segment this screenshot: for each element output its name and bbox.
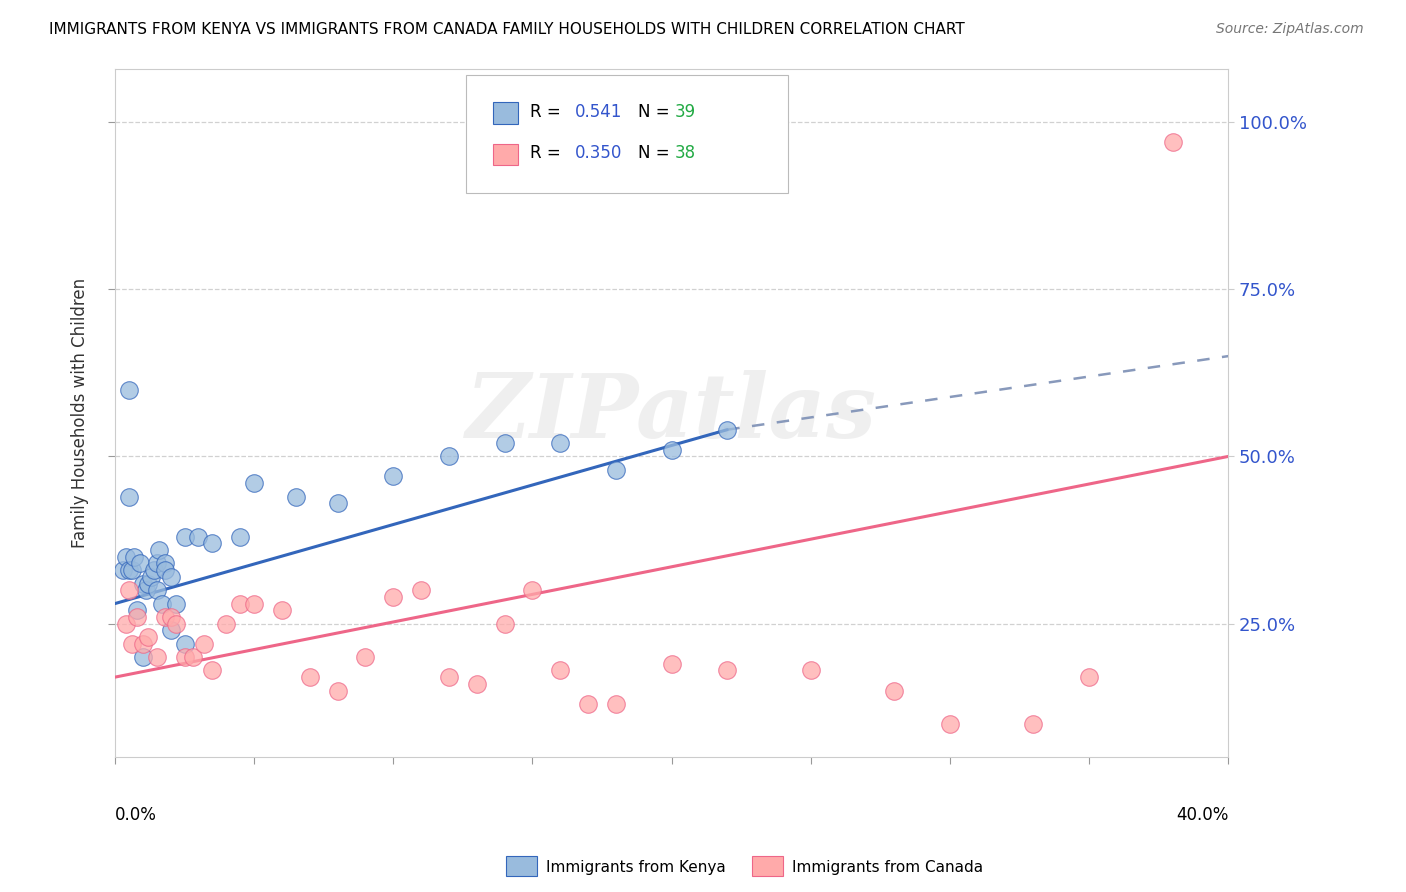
Point xyxy=(382,590,405,604)
Point xyxy=(153,563,176,577)
Point xyxy=(605,697,627,711)
Point xyxy=(187,530,209,544)
Point xyxy=(159,610,181,624)
Point xyxy=(159,624,181,638)
Point xyxy=(138,630,160,644)
Text: Immigrants from Kenya: Immigrants from Kenya xyxy=(546,860,725,874)
FancyBboxPatch shape xyxy=(494,103,517,124)
Point xyxy=(1022,717,1045,731)
Point xyxy=(173,530,195,544)
Point xyxy=(883,683,905,698)
Text: 39: 39 xyxy=(675,103,696,121)
Point xyxy=(112,563,135,577)
Point xyxy=(298,670,321,684)
Point xyxy=(284,490,307,504)
Point xyxy=(1078,670,1101,684)
Point xyxy=(243,476,266,491)
Point xyxy=(127,603,149,617)
Point xyxy=(159,570,181,584)
Point xyxy=(437,670,460,684)
Point xyxy=(145,650,167,665)
Point xyxy=(121,563,143,577)
Point xyxy=(201,536,224,550)
Point xyxy=(243,597,266,611)
Point xyxy=(153,557,176,571)
Text: R =: R = xyxy=(530,103,567,121)
FancyBboxPatch shape xyxy=(494,144,517,165)
Point xyxy=(800,664,823,678)
Point xyxy=(229,530,252,544)
FancyBboxPatch shape xyxy=(465,76,789,193)
Text: Source: ZipAtlas.com: Source: ZipAtlas.com xyxy=(1216,22,1364,37)
Point xyxy=(150,597,173,611)
Point xyxy=(548,436,571,450)
Point xyxy=(229,597,252,611)
Point xyxy=(139,570,162,584)
Text: 0.0%: 0.0% xyxy=(115,805,157,823)
Point xyxy=(132,650,155,665)
Point xyxy=(129,557,152,571)
Point xyxy=(548,664,571,678)
Point xyxy=(135,583,157,598)
Text: 40.0%: 40.0% xyxy=(1175,805,1229,823)
Point xyxy=(118,490,141,504)
Point xyxy=(115,549,138,564)
Point xyxy=(165,597,187,611)
Point xyxy=(437,450,460,464)
Point xyxy=(165,616,187,631)
Y-axis label: Family Households with Children: Family Households with Children xyxy=(72,278,89,548)
Point xyxy=(522,583,544,598)
Point xyxy=(127,610,149,624)
Point xyxy=(115,616,138,631)
Point xyxy=(193,637,215,651)
Point xyxy=(118,563,141,577)
Point xyxy=(605,463,627,477)
Point xyxy=(409,583,432,598)
Point xyxy=(173,637,195,651)
Point xyxy=(201,664,224,678)
Text: N =: N = xyxy=(638,145,675,162)
Point xyxy=(132,637,155,651)
Point xyxy=(716,664,738,678)
Point xyxy=(118,383,141,397)
Point xyxy=(173,650,195,665)
Point xyxy=(494,436,516,450)
Point xyxy=(326,683,349,698)
Point xyxy=(138,576,160,591)
Point xyxy=(326,496,349,510)
Point xyxy=(465,677,488,691)
Text: 38: 38 xyxy=(675,145,696,162)
Text: Immigrants from Canada: Immigrants from Canada xyxy=(792,860,983,874)
Text: ZIPatlas: ZIPatlas xyxy=(465,369,877,456)
Point xyxy=(121,637,143,651)
Point xyxy=(939,717,962,731)
Point xyxy=(181,650,204,665)
Point xyxy=(153,610,176,624)
Point xyxy=(215,616,238,631)
Text: 0.350: 0.350 xyxy=(575,145,621,162)
Point xyxy=(382,469,405,483)
Point xyxy=(124,549,146,564)
Point xyxy=(354,650,377,665)
Point xyxy=(148,543,170,558)
Point xyxy=(145,583,167,598)
Point xyxy=(271,603,294,617)
Point xyxy=(661,657,683,671)
Point xyxy=(118,583,141,598)
Text: R =: R = xyxy=(530,145,567,162)
Text: N =: N = xyxy=(638,103,675,121)
Point xyxy=(494,616,516,631)
Point xyxy=(661,442,683,457)
Point xyxy=(142,563,165,577)
Point xyxy=(132,576,155,591)
Point xyxy=(1161,135,1184,149)
Point xyxy=(145,557,167,571)
Text: 0.541: 0.541 xyxy=(575,103,621,121)
Point xyxy=(716,423,738,437)
Text: IMMIGRANTS FROM KENYA VS IMMIGRANTS FROM CANADA FAMILY HOUSEHOLDS WITH CHILDREN : IMMIGRANTS FROM KENYA VS IMMIGRANTS FROM… xyxy=(49,22,965,37)
Point xyxy=(576,697,599,711)
